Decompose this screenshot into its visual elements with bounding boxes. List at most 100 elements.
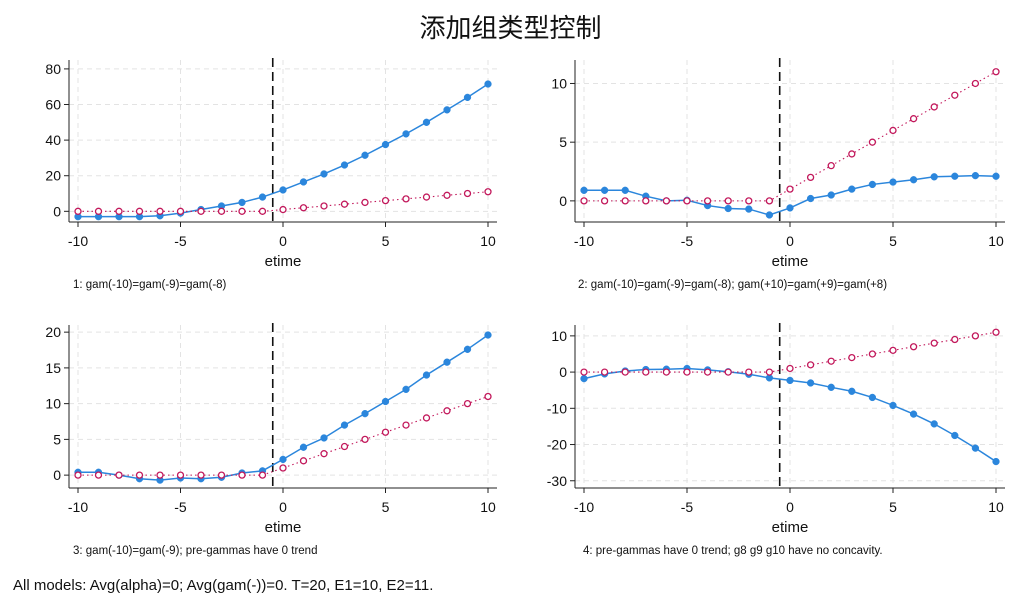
data-point-filled bbox=[299, 178, 308, 186]
y-tick-label: 15 bbox=[45, 360, 61, 376]
data-point-hollow bbox=[765, 368, 774, 376]
data-point-filled bbox=[951, 431, 959, 440]
y-tick-label: 10 bbox=[551, 328, 567, 344]
data-point-hollow bbox=[724, 197, 732, 205]
x-tick-label: 10 bbox=[988, 499, 1004, 515]
panel-caption: 4: pre-gammas have 0 trend; g8 g9 g10 ha… bbox=[583, 545, 883, 557]
y-tick-label: 20 bbox=[45, 168, 61, 184]
x-tick-label: 5 bbox=[382, 499, 390, 515]
data-point-filled bbox=[600, 186, 609, 194]
data-point-hollow bbox=[600, 197, 609, 205]
x-tick-label: 0 bbox=[279, 233, 287, 249]
y-tick-label: 80 bbox=[45, 61, 61, 77]
data-point-hollow bbox=[868, 350, 877, 358]
data-point-hollow bbox=[74, 471, 82, 479]
y-tick-label: 20 bbox=[45, 324, 61, 340]
x-tick-label: -5 bbox=[174, 233, 187, 249]
x-tick-label: 0 bbox=[279, 499, 287, 515]
data-point-filled bbox=[443, 106, 451, 114]
y-tick-label: 0 bbox=[53, 467, 61, 483]
data-point-hollow bbox=[197, 207, 205, 215]
figure-title: 添加组类型控制 bbox=[419, 14, 602, 44]
data-point-hollow bbox=[156, 207, 164, 215]
data-point-hollow bbox=[992, 328, 1000, 336]
data-point-hollow bbox=[258, 207, 267, 215]
data-point-filled bbox=[361, 151, 369, 159]
data-point-hollow bbox=[621, 368, 629, 376]
y-tick-label: 40 bbox=[45, 132, 61, 148]
data-point-filled bbox=[909, 410, 918, 418]
data-point-filled bbox=[381, 397, 390, 406]
data-point-filled bbox=[971, 444, 980, 452]
data-point-filled bbox=[848, 185, 856, 193]
data-point-hollow bbox=[951, 91, 959, 99]
data-point-hollow bbox=[642, 197, 650, 205]
x-tick-label: 0 bbox=[786, 499, 794, 515]
data-point-filled bbox=[484, 331, 492, 339]
data-point-hollow bbox=[463, 399, 472, 408]
data-point-filled bbox=[484, 80, 492, 88]
data-point-filled bbox=[971, 171, 980, 180]
data-point-filled bbox=[868, 180, 877, 189]
data-point-hollow bbox=[971, 332, 980, 340]
data-point-hollow bbox=[135, 471, 144, 479]
data-point-hollow bbox=[703, 197, 712, 205]
data-point-hollow bbox=[258, 471, 267, 479]
data-point-hollow bbox=[340, 200, 349, 208]
y-tick-label: -10 bbox=[547, 400, 567, 416]
x-tick-label: 10 bbox=[480, 499, 496, 515]
y-tick-label: 10 bbox=[551, 75, 567, 91]
data-point-hollow bbox=[827, 162, 835, 170]
data-point-filled bbox=[238, 198, 246, 207]
panel-4: -30 -20 -10 0 10 -10 -5 0 5 10 etime 4: pre-gammas … bbox=[547, 323, 1005, 557]
data-point-filled bbox=[889, 401, 897, 410]
data-point-hollow bbox=[683, 197, 691, 205]
panel-1: 0 20 40 60 80 -10 -5 0 5 10 etime 1: gam(-10)=gam(-… bbox=[45, 58, 497, 291]
data-point-hollow bbox=[402, 195, 410, 203]
x-axis-title: etime bbox=[772, 519, 809, 536]
data-point-hollow bbox=[765, 197, 774, 205]
data-point-hollow bbox=[662, 197, 671, 205]
data-point-hollow bbox=[361, 435, 369, 444]
data-point-hollow bbox=[600, 368, 609, 376]
x-axis-title: etime bbox=[265, 253, 302, 270]
data-point-hollow bbox=[361, 198, 369, 207]
data-point-filled bbox=[320, 170, 328, 178]
data-point-hollow bbox=[889, 346, 897, 355]
data-point-hollow bbox=[156, 471, 164, 479]
data-point-hollow bbox=[443, 407, 451, 415]
x-tick-label: 10 bbox=[480, 233, 496, 249]
data-point-hollow bbox=[74, 207, 82, 215]
x-tick-label: -5 bbox=[681, 499, 694, 515]
data-point-hollow bbox=[484, 188, 492, 196]
data-point-filled bbox=[848, 387, 856, 395]
data-point-hollow bbox=[484, 392, 492, 401]
data-point-hollow bbox=[992, 68, 1000, 76]
data-point-hollow bbox=[299, 204, 308, 212]
data-point-hollow bbox=[320, 450, 328, 458]
data-point-hollow bbox=[745, 368, 753, 376]
data-point-hollow bbox=[580, 197, 588, 205]
data-point-filled bbox=[745, 205, 753, 213]
data-point-filled bbox=[621, 186, 629, 194]
data-point-filled bbox=[580, 374, 588, 383]
y-tick-label: 0 bbox=[559, 193, 567, 209]
data-point-filled bbox=[786, 376, 794, 385]
data-point-hollow bbox=[176, 471, 185, 479]
panel-caption: 2: gam(-10)=gam(-9)=gam(-8); gam(+10)=ga… bbox=[578, 279, 887, 291]
data-point-filled bbox=[806, 379, 815, 387]
data-point-hollow bbox=[786, 185, 794, 193]
data-point-filled bbox=[909, 176, 918, 184]
data-point-hollow bbox=[299, 457, 308, 465]
data-point-filled bbox=[806, 194, 815, 203]
data-point-hollow bbox=[827, 357, 835, 365]
data-point-hollow bbox=[745, 197, 753, 205]
x-axis-title: etime bbox=[265, 519, 302, 536]
data-point-hollow bbox=[135, 207, 144, 215]
x-tick-label: -10 bbox=[68, 233, 88, 249]
data-point-filled bbox=[422, 371, 431, 379]
data-point-filled bbox=[443, 358, 451, 366]
y-tick-label: 5 bbox=[53, 431, 61, 447]
series-line-hollow bbox=[584, 331, 997, 373]
data-point-filled bbox=[299, 443, 308, 451]
